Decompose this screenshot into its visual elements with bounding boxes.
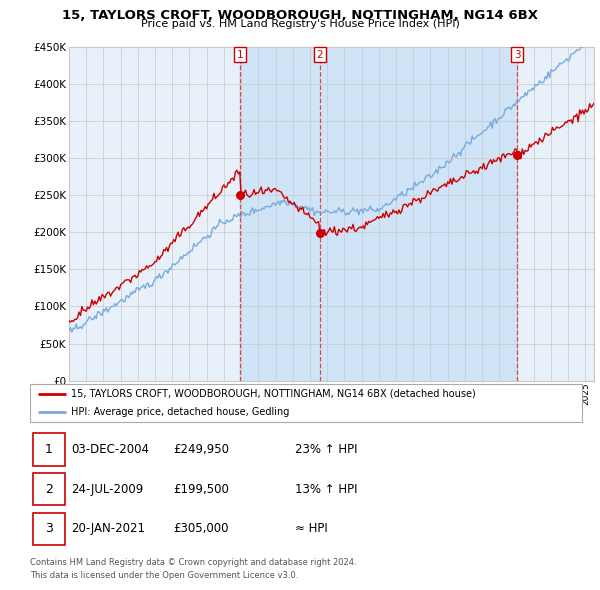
Text: £199,500: £199,500 [173,483,229,496]
Text: ≈ HPI: ≈ HPI [295,522,328,535]
Point [315,228,325,238]
Text: 24-JUL-2009: 24-JUL-2009 [71,483,143,496]
Text: Price paid vs. HM Land Registry's House Price Index (HPI): Price paid vs. HM Land Registry's House … [140,19,460,29]
Text: 3: 3 [514,50,521,60]
Text: 03-DEC-2004: 03-DEC-2004 [71,443,149,456]
Text: 2: 2 [45,483,53,496]
Text: 3: 3 [45,522,53,535]
Point [235,191,245,200]
Point [512,150,522,159]
Text: 1: 1 [45,443,53,456]
Bar [33,473,65,505]
Text: £305,000: £305,000 [173,522,229,535]
Text: HPI: Average price, detached house, Gedling: HPI: Average price, detached house, Gedl… [71,407,290,417]
Text: £249,950: £249,950 [173,443,230,456]
Bar [320,47,517,381]
Text: 20-JAN-2021: 20-JAN-2021 [71,522,145,535]
Text: 1: 1 [236,50,243,60]
Bar [240,47,320,381]
Text: 23% ↑ HPI: 23% ↑ HPI [295,443,358,456]
Text: 13% ↑ HPI: 13% ↑ HPI [295,483,358,496]
Text: This data is licensed under the Open Government Licence v3.0.: This data is licensed under the Open Gov… [30,571,298,579]
Text: Contains HM Land Registry data © Crown copyright and database right 2024.: Contains HM Land Registry data © Crown c… [30,558,356,566]
Text: 2: 2 [316,50,323,60]
Bar [33,434,65,466]
Text: 15, TAYLORS CROFT, WOODBOROUGH, NOTTINGHAM, NG14 6BX: 15, TAYLORS CROFT, WOODBOROUGH, NOTTINGH… [62,9,538,22]
Bar [33,513,65,545]
Text: 15, TAYLORS CROFT, WOODBOROUGH, NOTTINGHAM, NG14 6BX (detached house): 15, TAYLORS CROFT, WOODBOROUGH, NOTTINGH… [71,389,476,399]
